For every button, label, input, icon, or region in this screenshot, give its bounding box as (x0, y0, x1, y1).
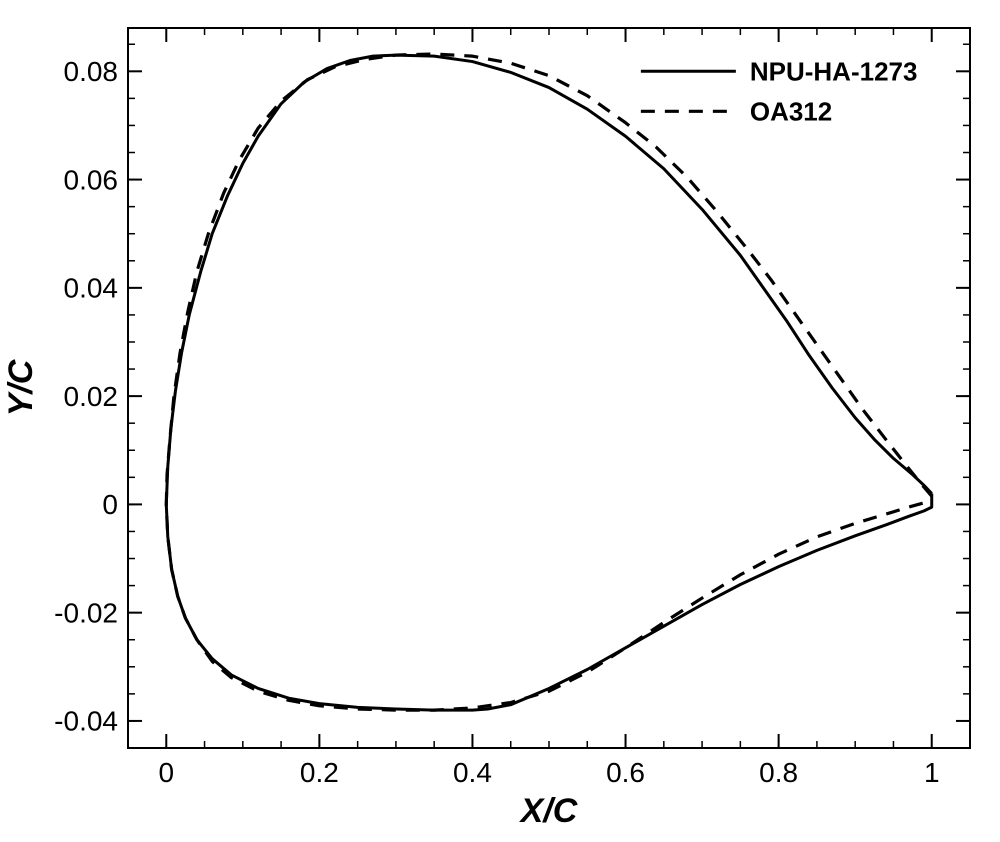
legend-label: NPU-HA-1273 (750, 56, 918, 86)
x-axis-label: X/C (519, 792, 578, 830)
x-tick-label: 0 (158, 757, 174, 788)
airfoil-chart: 0 0.2 0.4 0.6 0.8 1 -0.04 -0.02 0 0.02 0.04 0.06 0.0… (0, 0, 1000, 842)
x-tick-label: 0.6 (606, 757, 645, 788)
x-tick-label: 0.2 (300, 757, 339, 788)
x-tick-label: 0.4 (453, 757, 492, 788)
y-tick-label: -0.02 (54, 597, 118, 628)
chart-svg: 0 0.2 0.4 0.6 0.8 1 -0.04 -0.02 0 0.02 0.04 0.06 0.0… (0, 0, 1000, 842)
y-axis-label: Y/C (2, 359, 40, 416)
y-tick-label: -0.04 (54, 706, 118, 737)
x-tick-label: 0.8 (759, 757, 798, 788)
y-tick-label: 0.02 (64, 381, 119, 412)
y-tick-label: 0.08 (64, 56, 119, 87)
y-tick-label: 0 (102, 489, 118, 520)
y-tick-label: 0.06 (64, 164, 119, 195)
x-tick-label: 1 (924, 757, 940, 788)
y-tick-label: 0.04 (64, 273, 119, 304)
legend-label: OA312 (750, 96, 832, 126)
